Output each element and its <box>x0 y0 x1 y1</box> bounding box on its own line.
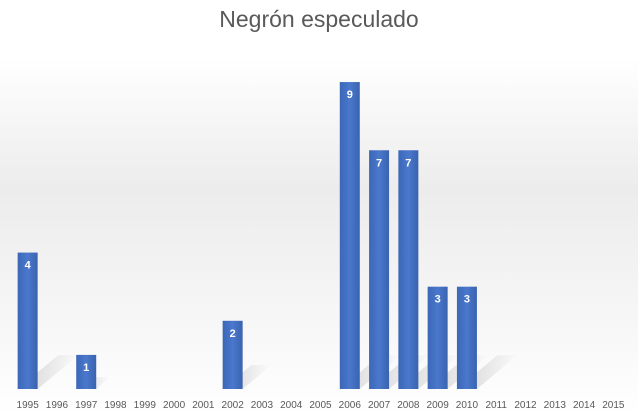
bar-2008 <box>398 150 419 389</box>
chart-title: Negrón especulado <box>219 6 419 32</box>
data-label-2008: 7 <box>405 157 411 169</box>
data-label-1995: 4 <box>25 260 32 272</box>
x-tick-label: 2008 <box>397 400 420 411</box>
data-label-2010: 3 <box>464 294 470 306</box>
x-tick-label: 1999 <box>134 400 157 411</box>
x-tick-label: 2012 <box>514 400 537 411</box>
data-label-2007: 7 <box>376 157 382 169</box>
x-tick-label: 1996 <box>46 400 69 411</box>
data-label-2006: 9 <box>347 89 353 101</box>
x-tick-label: 1997 <box>75 400 98 411</box>
data-labels: 4 1 2 9 7 7 3 3 <box>25 89 470 374</box>
data-label-1997: 1 <box>83 362 89 374</box>
x-tick-label: 2003 <box>251 400 274 411</box>
bar-1995 <box>17 252 38 389</box>
x-tick-label: 2006 <box>339 400 362 411</box>
x-tick-label: 2000 <box>163 400 186 411</box>
x-tick-label: 2015 <box>602 400 625 411</box>
x-axis-ticks: 1995 1996 1997 1998 1999 2000 2001 2002 2003 2004… <box>17 400 625 411</box>
bar-2002 <box>222 320 243 389</box>
x-tick-label: 2009 <box>427 400 450 411</box>
x-tick-label: 2002 <box>222 400 245 411</box>
bars <box>17 82 477 389</box>
x-tick-label: 2005 <box>309 400 332 411</box>
bar-2006 <box>339 82 360 389</box>
bar-2009 <box>427 286 448 389</box>
x-tick-label: 2004 <box>280 400 303 411</box>
x-tick-label: 2001 <box>192 400 215 411</box>
x-tick-label: 2011 <box>485 400 507 411</box>
x-tick-label: 2014 <box>573 400 596 411</box>
x-tick-label: 2013 <box>544 400 567 411</box>
data-label-2002: 2 <box>230 328 236 340</box>
x-tick-label: 2007 <box>368 400 391 411</box>
bar-1997 <box>76 354 97 389</box>
bar-2007 <box>369 150 390 389</box>
bar-2010 <box>456 286 477 389</box>
x-tick-label: 1995 <box>17 400 40 411</box>
x-tick-label: 1998 <box>104 400 127 411</box>
data-label-2009: 3 <box>435 294 441 306</box>
x-tick-label: 2010 <box>456 400 479 411</box>
